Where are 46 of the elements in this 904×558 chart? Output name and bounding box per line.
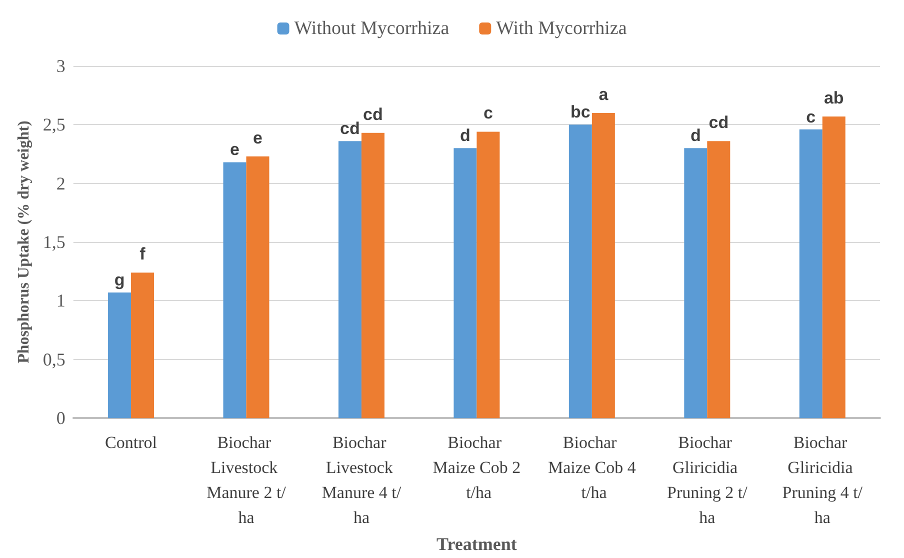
y-tick-label: 3 (56, 56, 66, 76)
data-label: cd (340, 119, 360, 138)
bar (338, 141, 362, 418)
bar (246, 156, 270, 418)
bar (223, 162, 246, 418)
bar (592, 112, 615, 418)
data-label: cd (708, 113, 729, 132)
data-label: c (806, 107, 816, 126)
x-tick-label: Biochar Gliricidia Pruning 2 t/ha (667, 433, 748, 528)
bar (131, 272, 154, 418)
bar (108, 292, 132, 418)
bar (684, 148, 708, 418)
bar (799, 129, 822, 418)
y-tick-label: 2,5 (42, 114, 66, 135)
y-tick-label: 1 (56, 290, 66, 311)
bar (454, 148, 477, 418)
data-label: ab (824, 88, 844, 108)
bar (822, 116, 846, 418)
bar (476, 132, 500, 418)
data-label: bc (570, 102, 590, 122)
data-label: a (598, 84, 609, 104)
y-tick-label: 1,5 (42, 232, 66, 252)
data-label: e (230, 140, 240, 160)
x-tick-label: Biochar Maize Cob 4 t/ha (548, 433, 636, 502)
y-tick-label: 0,5 (42, 349, 66, 370)
y-tick-label: 2 (56, 173, 66, 194)
bar (568, 124, 592, 418)
data-label: f (140, 244, 146, 264)
legend-label: With Mycorrhiza (496, 18, 628, 39)
x-axis-title: Treatment (436, 534, 517, 554)
y-tick-label: 0 (56, 408, 66, 428)
data-label: g (114, 270, 125, 290)
legend-label: Without Mycorrhiza (294, 18, 450, 39)
data-label: c (483, 104, 493, 123)
data-label: e (253, 128, 262, 148)
data-label: d (690, 126, 701, 146)
x-tick-label: Biochar Maize Cob 2 t/ha (432, 433, 521, 502)
bar (707, 141, 730, 418)
x-tick-label: Control (105, 433, 158, 452)
y-axis-title: Phosphorus Uptake (% dry weight) (16, 120, 32, 364)
x-tick-label: Biochar Livestock Manure 2 t/ha (206, 433, 286, 528)
x-tick-label: Biochar Livestock Manure 4 t/ha (322, 433, 402, 528)
data-label: d (460, 126, 470, 146)
data-label: cd (363, 104, 383, 124)
x-tick-label: Biochar Gliricidia Pruning 4 t/ha (782, 433, 863, 528)
bar (361, 132, 384, 418)
